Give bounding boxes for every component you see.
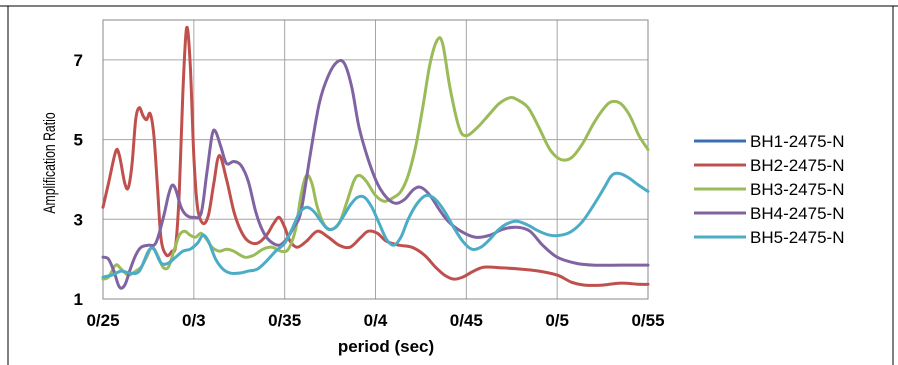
series-layer (101, 25, 650, 290)
x-axis-label: period (sec) (338, 337, 434, 356)
x-tick-label: 0/45 (450, 311, 483, 330)
x-tick-label: 0/5 (545, 311, 569, 330)
y-axis-label: Amplification Ratio (41, 112, 59, 213)
x-tick-label: 0/25 (86, 311, 119, 330)
legend-label: BH4-2475-N (750, 204, 845, 223)
x-tick-label: 0/3 (182, 311, 206, 330)
x-tick-label: 0/55 (631, 311, 664, 330)
y-tick-label: 1 (74, 290, 83, 309)
y-tick-label: 5 (74, 131, 83, 150)
tick-labels: 0/25 0/3 0/35 0/4 0/45 0/5 0/55 1 3 5 7 (74, 51, 665, 330)
legend-label: BH3-2475-N (750, 180, 845, 199)
x-tick-label: 0/35 (268, 311, 301, 330)
series-line-bh5-2475-n (101, 171, 650, 279)
plot-area (102, 19, 649, 300)
legend: BH1-2475-N BH2-2475-N BH3-2475-N BH4-2475-N… (694, 132, 845, 247)
legend-label: BH2-2475-N (750, 156, 845, 175)
legend-label: BH5-2475-N (750, 228, 845, 247)
y-tick-label: 3 (74, 210, 83, 229)
legend-label: BH1-2475-N (750, 132, 845, 151)
y-tick-label: 7 (74, 51, 83, 70)
x-tick-label: 0/4 (364, 311, 388, 330)
